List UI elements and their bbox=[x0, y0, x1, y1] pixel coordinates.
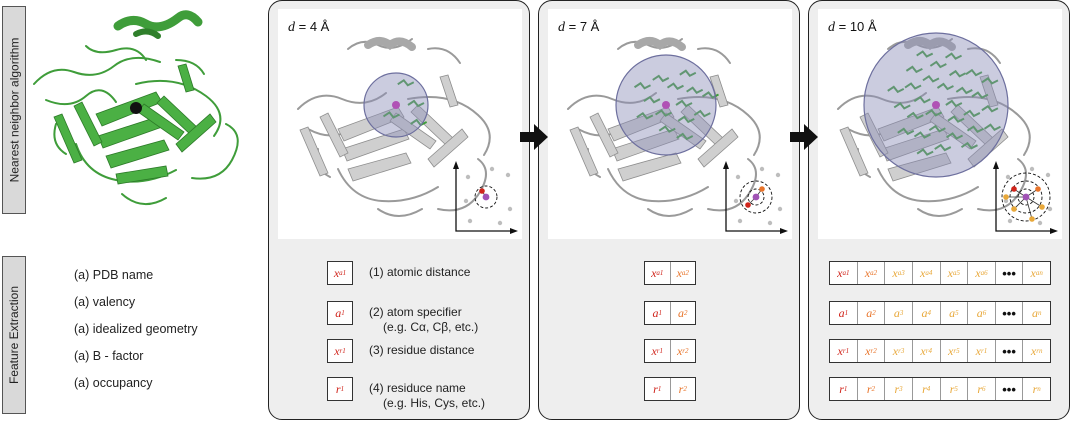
feature-cell: x rn bbox=[1022, 340, 1050, 362]
feature-cell: x r4 bbox=[911, 340, 940, 362]
feature-cell: x a5 bbox=[939, 262, 968, 284]
feature-vector-box: x a1 x a2 x a3 x a4 x a5 x a6 ••• x an bbox=[829, 261, 1051, 285]
feature-description: (2) atom specifier (e.g. Cα, Cβ, etc.) bbox=[369, 305, 479, 334]
feature-vector-box: x r1 bbox=[327, 339, 353, 363]
protein-view: d = 10 Å bbox=[818, 9, 1062, 239]
feature-cell: x a6 bbox=[967, 262, 995, 284]
property-item: (a) idealized geometry bbox=[74, 322, 198, 336]
feature-cell: x a2 bbox=[856, 262, 885, 284]
panel-d4: d = 4 Å x a1 (1) atomic distance a 1 (2) atom… bbox=[268, 0, 530, 420]
property-item: (a) PDB name bbox=[74, 268, 154, 282]
panel-d7: d = 7 Å x a1 x a2 a 1 a 2 x r1 x r2 r 1 r 2 bbox=[538, 0, 800, 420]
feature-cell: ••• bbox=[994, 340, 1023, 362]
nearest-neighbor-label: Nearest neighbor algorithm bbox=[2, 6, 26, 214]
property-item: (a) B - factor bbox=[74, 349, 144, 363]
feature-cell: x a1 bbox=[651, 265, 664, 280]
feature-cell: x a3 bbox=[884, 262, 912, 284]
feature-cell: x a1 bbox=[837, 265, 850, 280]
feature-cell: x r1 bbox=[651, 343, 664, 358]
feature-cell: x a2 bbox=[669, 262, 696, 284]
feature-description: (4) residuce name (e.g. His, Cys, etc.) bbox=[369, 381, 486, 410]
panel-d10: d = 10 Å x a1 x a2 x a3 x a4 x a5 x a6 ••• x an a 1 a 2 a 3 a… bbox=[808, 0, 1070, 420]
property-item: (a) occupancy bbox=[74, 376, 153, 390]
feature-cell: x r2 bbox=[669, 340, 696, 362]
atom-property-list: (a) PDB name (a) valency (a) idealized g… bbox=[74, 266, 198, 401]
gray-protein-structure bbox=[297, 37, 518, 234]
feature-description: (1) atomic distance bbox=[369, 265, 471, 279]
feature-cell: x r3 bbox=[884, 340, 912, 362]
protein-view: d = 4 Å bbox=[278, 9, 522, 239]
center-atom bbox=[662, 101, 670, 109]
feature-cell: x r1 bbox=[967, 340, 995, 362]
target-atom bbox=[130, 102, 142, 114]
feature-vector-box: a 1 a 2 a 3 a 4 a 5 a 6 ••• a n bbox=[829, 301, 1051, 325]
feature-cell: x r1 bbox=[334, 343, 346, 358]
gray-protein-structure bbox=[567, 37, 788, 234]
feature-vector-box: r 1 r 2 r 3 r 4 r 5 r 6 ••• r n bbox=[829, 377, 1051, 401]
feature-cell: ••• bbox=[994, 262, 1023, 284]
feature-cell: ••• bbox=[994, 302, 1023, 324]
feature-vector-box: x r1 x r2 bbox=[644, 339, 696, 363]
feature-cell: x r1 bbox=[837, 343, 850, 358]
property-item: (a) valency bbox=[74, 295, 136, 309]
distance-label: d = 10 Å bbox=[828, 19, 877, 35]
green-protein-structure bbox=[33, 10, 239, 205]
feature-description: (3) residue distance bbox=[369, 343, 475, 357]
feature-vector-box: x a1 bbox=[327, 261, 353, 285]
feature-extraction-label: Feature Extraction bbox=[2, 256, 26, 414]
right-arrow-icon bbox=[790, 124, 818, 150]
right-arrow-icon bbox=[520, 124, 548, 150]
feature-vector-box: x a1 x a2 bbox=[644, 261, 696, 285]
distance-label: d = 7 Å bbox=[558, 19, 600, 35]
protein-view: d = 7 Å bbox=[548, 9, 792, 239]
feature-cell: x a4 bbox=[911, 262, 940, 284]
center-atom bbox=[392, 101, 400, 109]
feature-cell: x an bbox=[1022, 262, 1050, 284]
feature-cell: x r5 bbox=[939, 340, 968, 362]
feature-vector-box: x r1 x r2 x r3 x r4 x r5 x r1 ••• x rn bbox=[829, 339, 1051, 363]
feature-cell: x a1 bbox=[333, 265, 347, 280]
feature-cell: x r2 bbox=[856, 340, 885, 362]
center-atom bbox=[932, 101, 940, 109]
distance-label: d = 4 Å bbox=[288, 19, 330, 35]
feature-cell: ••• bbox=[994, 378, 1023, 400]
gray-protein-structure bbox=[837, 32, 1058, 234]
